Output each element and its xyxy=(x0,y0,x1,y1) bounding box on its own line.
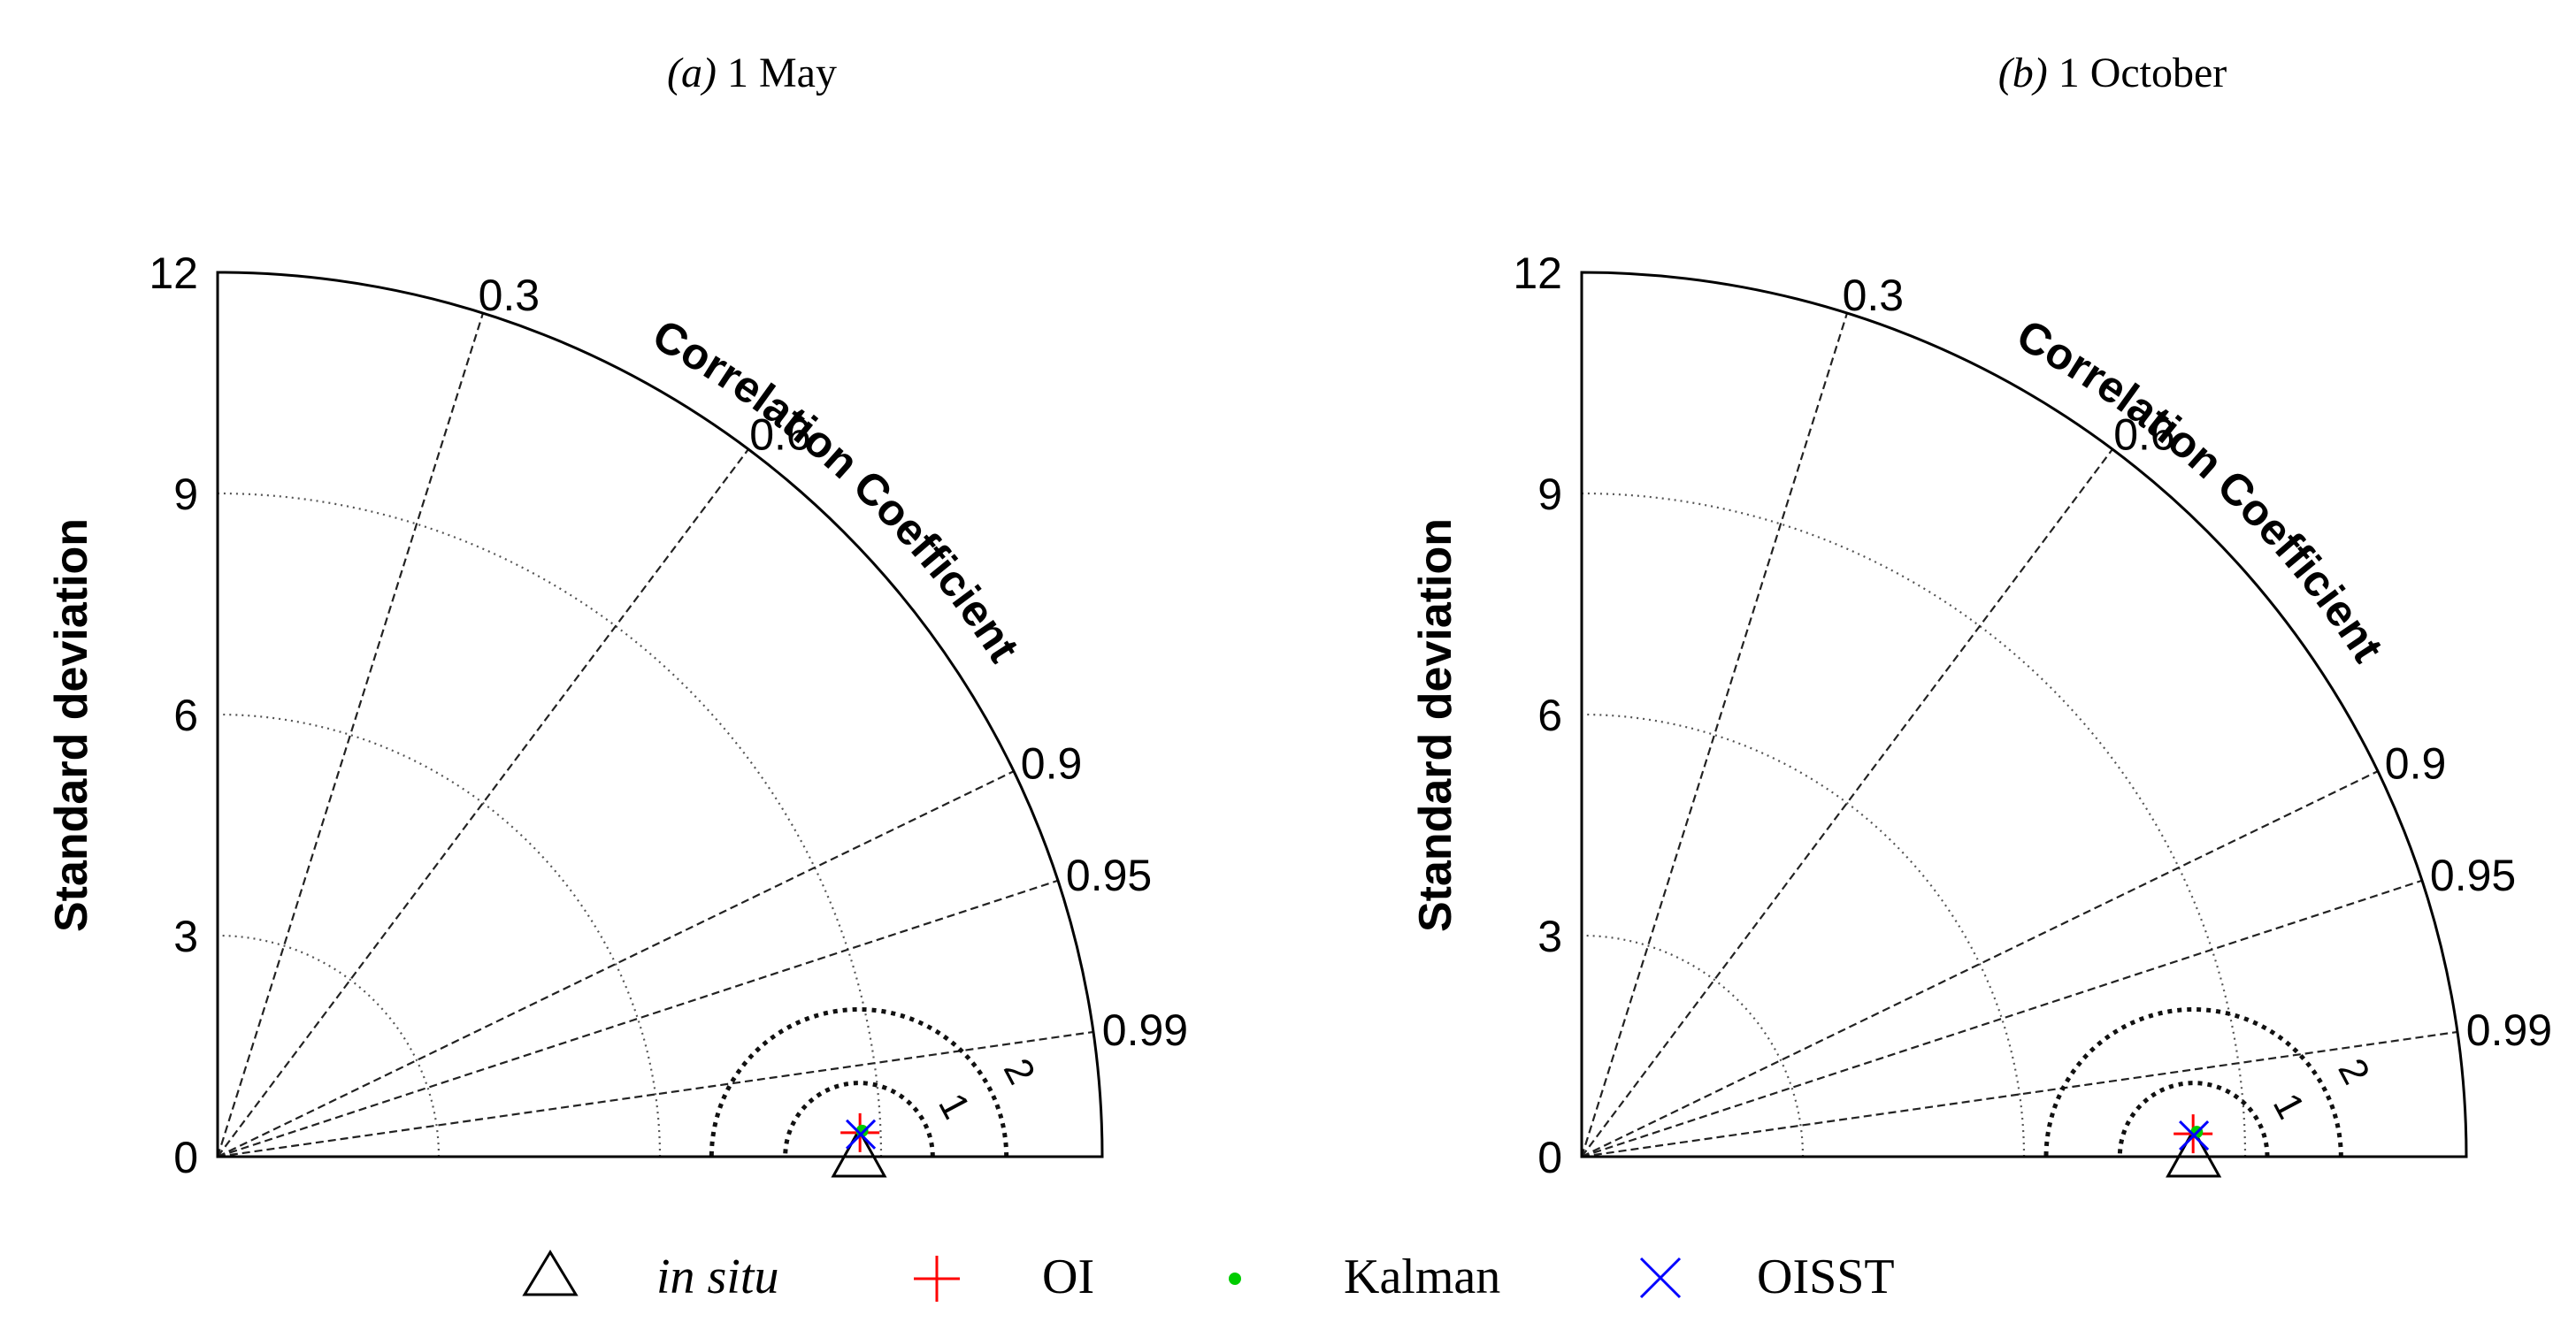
correlation-ray xyxy=(217,448,749,1158)
rms-contour xyxy=(2117,1081,2270,1158)
taylor-panel-b: (b) 1 October Standard deviation 0.3 0.6 0.9… xyxy=(1410,50,2552,1182)
correlation-tick-label: 0.99 xyxy=(2466,1005,2552,1055)
correlation-ray xyxy=(1581,448,2113,1158)
correlation-ray xyxy=(217,1030,1094,1158)
std-dev-arc xyxy=(1581,934,1805,1158)
std-dev-arc xyxy=(217,713,662,1158)
rms-contour-label: 2 xyxy=(2329,1051,2378,1091)
std-dev-tick-label: 6 xyxy=(173,691,198,740)
std-dev-tick-label: 9 xyxy=(1537,470,1562,519)
std-dev-arc xyxy=(1581,713,2026,1158)
legend-item-oisst: OISST xyxy=(1639,1250,1895,1304)
diagram-frame xyxy=(216,271,1104,1158)
std-dev-tick-label: 9 xyxy=(173,470,198,519)
correlation-tick-label: 0.9 xyxy=(2385,739,2447,789)
panel-title: (a) 1 May xyxy=(667,50,837,96)
std-dev-tick-label: 3 xyxy=(1537,912,1562,961)
legend: in situ OI Kalman OISST xyxy=(522,1250,1895,1304)
in-situ-reference-marker xyxy=(831,1127,887,1178)
correlation-tick-label: 0.6 xyxy=(2113,409,2175,459)
std-dev-tick-label: 12 xyxy=(149,248,198,298)
diagram-frame xyxy=(1580,271,2468,1158)
legend-label-oisst: OISST xyxy=(1757,1250,1895,1304)
std-dev-arc xyxy=(217,492,883,1158)
correlation-tick-label: 0.99 xyxy=(1102,1005,1188,1055)
arc-label-guide xyxy=(649,345,1070,813)
std-dev-tick-label: 3 xyxy=(173,912,198,961)
correlation-ray xyxy=(1581,770,2379,1158)
correlation-ray xyxy=(217,770,1015,1158)
correlation-ray xyxy=(1581,1030,2458,1158)
panel-title-text: 1 October xyxy=(2048,50,2227,96)
correlation-tick-label: 0.6 xyxy=(749,409,811,459)
correlation-ray xyxy=(1581,879,2423,1158)
panel-letter: (a) xyxy=(667,50,717,96)
correlation-ray xyxy=(216,312,485,1158)
rms-contour xyxy=(709,1006,1009,1158)
correlation-tick-label: 0.3 xyxy=(479,271,540,320)
legend-triangle-marker xyxy=(522,1250,579,1296)
rms-contour-label: 1 xyxy=(2265,1086,2313,1126)
rms-contour xyxy=(2043,1007,2343,1158)
legend-item-kalman: Kalman xyxy=(1229,1250,1500,1304)
arc-label-guide xyxy=(2013,345,2434,813)
std-dev-arc xyxy=(217,934,441,1158)
legend-item-oi: OI xyxy=(914,1250,1094,1304)
legend-plus-marker xyxy=(914,1256,960,1302)
std-dev-tick-label: 0 xyxy=(1537,1133,1562,1182)
correlation-ray xyxy=(217,879,1059,1158)
std-dev-tick-label: 0 xyxy=(173,1133,198,1182)
panel-title-text: 1 May xyxy=(717,50,837,96)
correlation-arc-label-text: Correlation Coefficient xyxy=(2009,310,2393,670)
std-dev-tick-label: 12 xyxy=(1513,248,1562,298)
rms-contour xyxy=(783,1081,935,1158)
y-axis-label: Standard deviation xyxy=(46,518,97,932)
legend-item-in-situ: in situ xyxy=(522,1250,778,1304)
oisst-point xyxy=(846,1119,877,1150)
correlation-tick-label: 0.95 xyxy=(1066,851,1152,900)
legend-dot-marker xyxy=(1229,1273,1241,1285)
correlation-tick-label: 0.9 xyxy=(1021,739,1083,789)
correlation-tick-label: 0.3 xyxy=(1843,271,1905,320)
legend-label-kalman: Kalman xyxy=(1344,1250,1500,1304)
panel-letter: (b) xyxy=(1998,50,2048,96)
correlation-ray xyxy=(1580,312,1849,1158)
rms-contour-label: 1 xyxy=(930,1086,978,1126)
legend-label-oi: OI xyxy=(1042,1250,1094,1304)
in-situ-reference-marker xyxy=(2166,1127,2222,1178)
correlation-arc-label: Correlation Coefficient xyxy=(645,310,1029,670)
panel-title: (b) 1 October xyxy=(1998,50,2227,96)
correlation-arc-label-text: Correlation Coefficient xyxy=(645,310,1029,670)
rms-contour-label: 2 xyxy=(995,1051,1044,1091)
correlation-tick-label: 0.95 xyxy=(2430,851,2516,900)
std-dev-arc xyxy=(1581,492,2247,1158)
legend-cross-marker xyxy=(1639,1257,1682,1299)
correlation-arc-label: Correlation Coefficient xyxy=(2009,310,2393,670)
taylor-panel-a: (a) 1 May Standard deviation 0.3 0.6 0.9 0.95… xyxy=(46,50,1188,1182)
y-axis-label: Standard deviation xyxy=(1410,518,1461,932)
std-dev-tick-label: 6 xyxy=(1537,691,1562,740)
oisst-point xyxy=(2179,1120,2210,1151)
legend-label-in-situ: in situ xyxy=(656,1250,778,1304)
